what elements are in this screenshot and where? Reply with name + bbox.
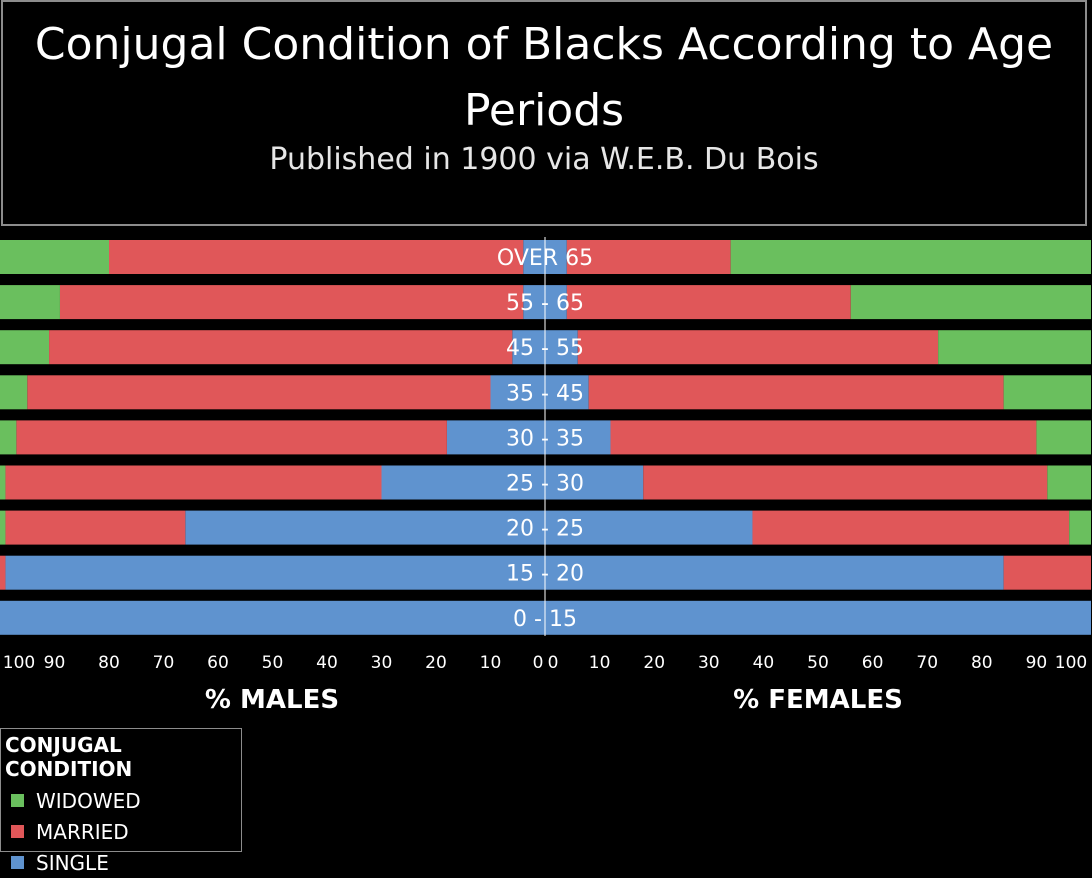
bar-males-single-55-65 xyxy=(523,285,545,320)
category-label-0-15: 0 - 15 xyxy=(513,607,577,632)
tick-label-males-60: 60 xyxy=(207,653,229,673)
category-label-35-45: 35 - 45 xyxy=(506,381,584,406)
bar-females-widowed-20-25 xyxy=(1069,510,1091,545)
bar-females-married-45-55 xyxy=(577,330,939,365)
tick-label-males-0: 0 xyxy=(533,653,544,673)
bar-males-married-20-25 xyxy=(5,510,186,545)
bar-males-single-15-20 xyxy=(5,555,545,590)
bar-females-married-20-25 xyxy=(752,510,1070,545)
bar-females-widowed-25-30 xyxy=(1047,465,1091,500)
bar-females-married-30-35 xyxy=(610,420,1037,455)
tick-label-males-80: 80 xyxy=(98,653,120,673)
tick-label-females-10: 10 xyxy=(589,653,611,673)
bar-males-single-over-65 xyxy=(523,240,545,274)
bar-males-married-45-55 xyxy=(49,330,513,365)
legend-swatch-married xyxy=(11,825,24,838)
tick-label-males-20: 20 xyxy=(425,653,447,673)
legend-label-single: SINGLE xyxy=(36,850,109,875)
bar-females-widowed-45-55 xyxy=(938,330,1091,365)
tick-label-males-100: 100 xyxy=(3,653,35,673)
category-label-15-20: 15 - 20 xyxy=(506,562,584,587)
tick-label-females-100: 100 xyxy=(1055,653,1087,673)
bar-males-widowed-20-25 xyxy=(0,510,6,545)
tick-label-males-50: 50 xyxy=(262,653,284,673)
legend-swatch-single xyxy=(11,856,24,869)
bar-females-single-over-65 xyxy=(545,240,567,274)
bar-females-widowed-30-35 xyxy=(1036,420,1091,455)
bar-females-widowed-35-45 xyxy=(1003,375,1091,410)
tick-label-females-90: 90 xyxy=(1026,653,1048,673)
bar-females-married-55-65 xyxy=(566,285,851,320)
tick-label-males-90: 90 xyxy=(44,653,66,673)
bar-males-widowed-55-65 xyxy=(0,285,60,320)
bar-females-married-15-20 xyxy=(1003,555,1091,590)
bar-males-widowed-over-65 xyxy=(0,240,109,274)
category-labels-layer: OVER 65 55 - 65 45 - 55 35 - 45 30 - 35 25 - … xyxy=(497,246,593,632)
bar-males-widowed-25-30 xyxy=(0,465,6,500)
tick-labels-layer: 100 90 80 70 60 50 40 30 20 10 0 0 10 20 30 40 50 60 70 80 9… xyxy=(3,653,1087,673)
bar-females-married-35-45 xyxy=(588,375,1004,410)
tick-label-females-60: 60 xyxy=(862,653,884,673)
tick-label-males-30: 30 xyxy=(371,653,393,673)
tick-label-females-30: 30 xyxy=(698,653,720,673)
bar-females-married-25-30 xyxy=(643,465,1048,500)
bar-females-single-35-45 xyxy=(545,375,589,410)
category-label-20-25: 20 - 25 xyxy=(506,517,584,542)
category-label-45-55: 45 - 55 xyxy=(506,336,584,361)
category-label-over-65: OVER 65 xyxy=(497,246,593,271)
bar-males-single-35-45 xyxy=(490,375,545,410)
bar-males-widowed-35-45 xyxy=(0,375,28,410)
tick-label-males-40: 40 xyxy=(316,653,338,673)
bar-females-single-20-25 xyxy=(545,510,753,545)
bar-males-married-15-20 xyxy=(0,555,6,590)
bar-females-single-55-65 xyxy=(545,285,567,320)
bar-males-single-20-25 xyxy=(185,510,546,545)
x-axis-label-females: % FEMALES xyxy=(733,685,903,715)
chart-title: Conjugal Condition of Blacks According t… xyxy=(34,19,1054,136)
bar-females-single-45-55 xyxy=(545,330,578,365)
bar-females-widowed-55-65 xyxy=(850,285,1091,320)
tick-label-females-0: 0 xyxy=(548,653,559,673)
bar-males-widowed-30-35 xyxy=(0,420,17,455)
tick-label-males-10: 10 xyxy=(480,653,502,673)
bar-females-married-over-65 xyxy=(566,240,731,274)
bar-males-single-0-15 xyxy=(0,600,545,635)
bar-males-single-45-55 xyxy=(512,330,545,365)
legend-label-widowed: WIDOWED xyxy=(36,788,141,813)
bar-males-married-over-65 xyxy=(109,240,524,274)
bar-females-single-15-20 xyxy=(545,555,1004,590)
legend-label-married: MARRIED xyxy=(36,819,129,844)
bar-females-widowed-over-65 xyxy=(730,240,1091,274)
tick-label-males-70: 70 xyxy=(153,653,175,673)
tick-label-females-40: 40 xyxy=(753,653,775,673)
tick-label-females-20: 20 xyxy=(643,653,665,673)
bar-males-married-35-45 xyxy=(27,375,491,410)
legend-item-single: SINGLE xyxy=(5,847,237,878)
bar-males-married-55-65 xyxy=(59,285,524,320)
bar-females-single-30-35 xyxy=(545,420,611,455)
legend-title: CONJUGAL CONDITION xyxy=(5,733,133,781)
legend-item-married: MARRIED xyxy=(5,816,237,847)
title-panel: Conjugal Condition of Blacks According t… xyxy=(1,0,1087,226)
bars-layer xyxy=(0,240,1091,635)
bar-males-single-30-35 xyxy=(446,420,545,455)
tick-label-females-70: 70 xyxy=(916,653,938,673)
bar-males-married-30-35 xyxy=(16,420,447,455)
bar-males-married-25-30 xyxy=(5,465,382,500)
legend-swatch-widowed xyxy=(11,794,24,807)
diverging-bar-chart: OVER 65 55 - 65 45 - 55 35 - 45 30 - 35 25 - … xyxy=(0,237,1091,715)
chart-subtitle: Published in 1900 via W.E.B. Du Bois xyxy=(269,142,819,177)
tick-label-females-80: 80 xyxy=(971,653,993,673)
category-label-55-65: 55 - 65 xyxy=(506,291,584,316)
legend-item-widowed: WIDOWED xyxy=(5,785,237,816)
x-axis-label-males: % MALES xyxy=(205,685,339,715)
tick-label-females-50: 50 xyxy=(807,653,829,673)
bar-females-single-25-30 xyxy=(545,465,644,500)
legend: CONJUGAL CONDITION WIDOWED MARRIED SINGL… xyxy=(0,728,242,875)
category-label-30-35: 30 - 35 xyxy=(506,426,584,451)
bar-males-single-25-30 xyxy=(381,465,545,500)
category-label-25-30: 25 - 30 xyxy=(506,472,584,497)
bar-females-single-0-15 xyxy=(545,600,1091,635)
bar-males-widowed-45-55 xyxy=(0,330,50,365)
